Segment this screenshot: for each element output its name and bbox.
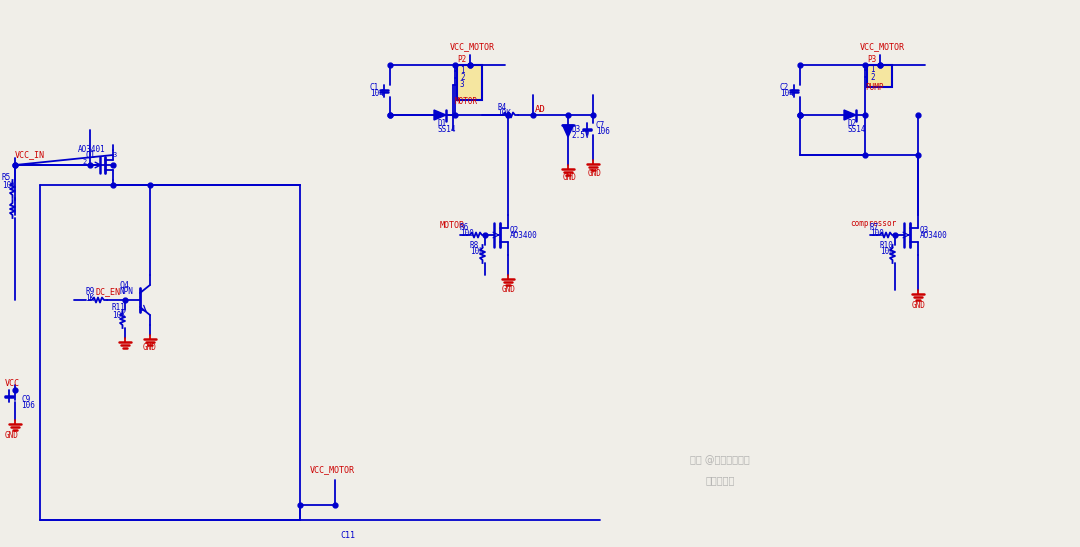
Text: compressor: compressor [850, 219, 896, 229]
Text: R10: R10 [880, 241, 894, 249]
Text: C11: C11 [340, 531, 355, 539]
Text: GND: GND [143, 344, 157, 352]
Text: 2.5V: 2.5V [571, 131, 590, 141]
Text: 10K: 10K [497, 108, 511, 118]
Text: R8: R8 [470, 241, 480, 249]
Text: R9: R9 [85, 288, 94, 296]
Text: AD: AD [535, 106, 545, 114]
Bar [867, 65, 892, 87]
Text: 头条 @瞬何忆论电子: 头条 @瞬何忆论电子 [690, 455, 750, 465]
Text: GND: GND [912, 300, 926, 310]
Text: 10K: 10K [470, 247, 484, 255]
Text: 100: 100 [460, 229, 474, 237]
Text: 1: 1 [870, 66, 875, 74]
Text: 2: 2 [870, 73, 875, 82]
Text: NPN: NPN [120, 288, 134, 296]
Text: 10K: 10K [880, 247, 894, 255]
Text: Q2: Q2 [510, 225, 519, 235]
Text: Q4: Q4 [120, 281, 130, 289]
Text: GND: GND [563, 173, 577, 183]
Text: D2: D2 [847, 119, 856, 129]
Text: AO3401: AO3401 [78, 144, 106, 154]
Text: 106: 106 [21, 401, 35, 410]
Text: R11: R11 [112, 304, 126, 312]
Text: P2: P2 [457, 55, 467, 63]
Text: SS14: SS14 [437, 125, 456, 135]
Text: 1K: 1K [85, 294, 94, 303]
Text: 3: 3 [460, 80, 464, 89]
Text: 1: 1 [460, 66, 464, 75]
Text: C1: C1 [370, 84, 379, 92]
Text: P3: P3 [867, 55, 876, 63]
Text: VCC: VCC [5, 379, 21, 387]
Text: AO3400: AO3400 [920, 231, 948, 241]
Text: GND: GND [588, 168, 602, 177]
Text: AO3400: AO3400 [510, 231, 538, 241]
Polygon shape [434, 110, 446, 120]
Text: D1: D1 [437, 119, 446, 129]
Text: VCC_MOTOR: VCC_MOTOR [310, 465, 355, 474]
Text: 2: 2 [460, 73, 464, 82]
Text: VCC_MOTOR: VCC_MOTOR [450, 43, 495, 51]
Text: 104: 104 [370, 90, 383, 98]
Text: MOTOR: MOTOR [440, 220, 465, 230]
Bar [457, 65, 482, 100]
Text: Q1: Q1 [85, 150, 95, 160]
Polygon shape [563, 125, 573, 137]
Text: SS14: SS14 [847, 125, 865, 135]
Text: PUMP: PUMP [865, 84, 883, 92]
Text: 电路一点通: 电路一点通 [705, 475, 734, 485]
Text: 10K: 10K [112, 311, 126, 319]
Text: 3: 3 [113, 152, 118, 158]
Text: VCC_IN: VCC_IN [15, 150, 45, 160]
Text: Q3: Q3 [920, 225, 929, 235]
Text: R5: R5 [2, 173, 11, 183]
Polygon shape [843, 110, 856, 120]
Text: C2: C2 [780, 84, 789, 92]
Text: VCC_MOTOR: VCC_MOTOR [860, 43, 905, 51]
Text: 2: 2 [82, 159, 86, 165]
Text: MOTOR: MOTOR [455, 96, 478, 106]
Text: C7: C7 [596, 120, 605, 130]
Text: 10K: 10K [2, 181, 16, 189]
Text: 106: 106 [596, 126, 610, 136]
Text: DC_EN: DC_EN [95, 288, 120, 296]
Text: GND: GND [5, 430, 18, 439]
Text: GND: GND [502, 286, 516, 294]
Text: D3: D3 [571, 125, 580, 135]
Text: R7: R7 [870, 223, 879, 231]
Text: R6: R6 [460, 223, 469, 231]
Text: 104: 104 [780, 90, 794, 98]
Text: R4: R4 [497, 102, 507, 112]
Text: 100: 100 [870, 229, 883, 237]
Text: C9: C9 [21, 395, 30, 404]
